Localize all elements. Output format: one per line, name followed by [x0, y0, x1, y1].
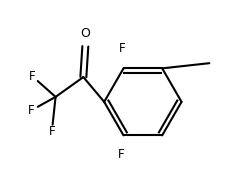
Text: F: F [118, 148, 125, 161]
Text: O: O [80, 27, 90, 40]
Text: F: F [29, 70, 36, 83]
Text: F: F [119, 42, 126, 55]
Text: F: F [28, 104, 35, 117]
Text: F: F [49, 125, 55, 138]
